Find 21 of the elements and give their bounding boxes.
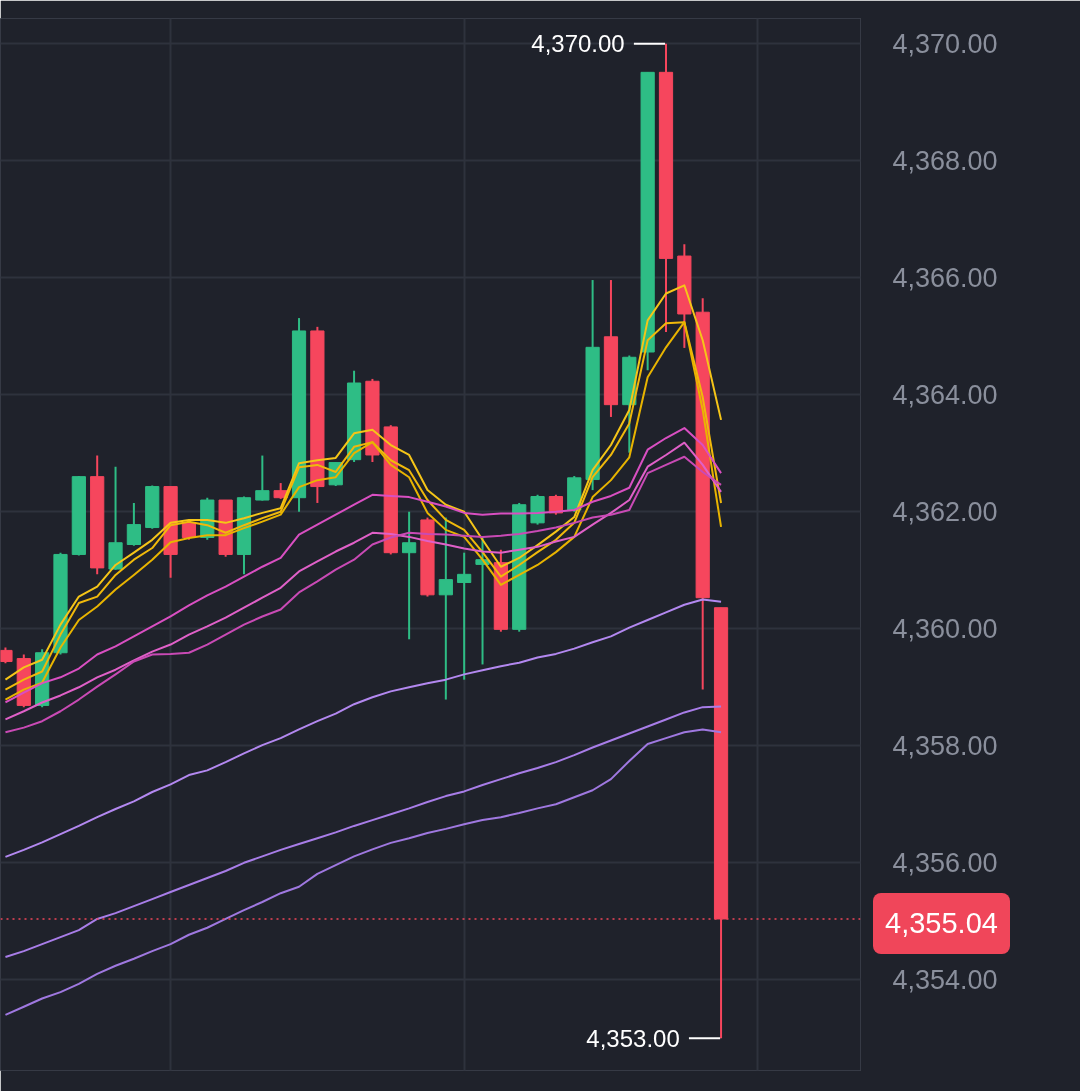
y-tick-label: 4,366.00 <box>892 263 998 294</box>
candlestick <box>126 501 141 547</box>
candlestick <box>255 454 270 502</box>
line-series <box>4 705 723 958</box>
annotation: 4,370.00 <box>531 30 625 58</box>
ref-line-label: 4,355.04 <box>885 906 998 940</box>
line-series <box>4 728 723 1016</box>
y-tick-label: 4,362.00 <box>892 497 998 528</box>
y-tick-label: 4,368.00 <box>892 146 998 177</box>
annotation: 4,353.00 <box>586 1024 680 1052</box>
y-tick-label: 4,360.00 <box>892 614 998 645</box>
candlestick <box>548 493 564 516</box>
y-tick-label: 4,364.00 <box>892 380 998 411</box>
candlestick <box>438 516 453 701</box>
y-tick-label: 4,370.00 <box>892 29 998 60</box>
candlestick <box>457 551 472 681</box>
y-tick-label: 4,358.00 <box>892 731 998 762</box>
y-tick-label: 4,354.00 <box>892 965 998 996</box>
y-tick-label: 4,356.00 <box>892 848 998 879</box>
line-series <box>4 598 723 858</box>
candlestick <box>402 510 417 641</box>
